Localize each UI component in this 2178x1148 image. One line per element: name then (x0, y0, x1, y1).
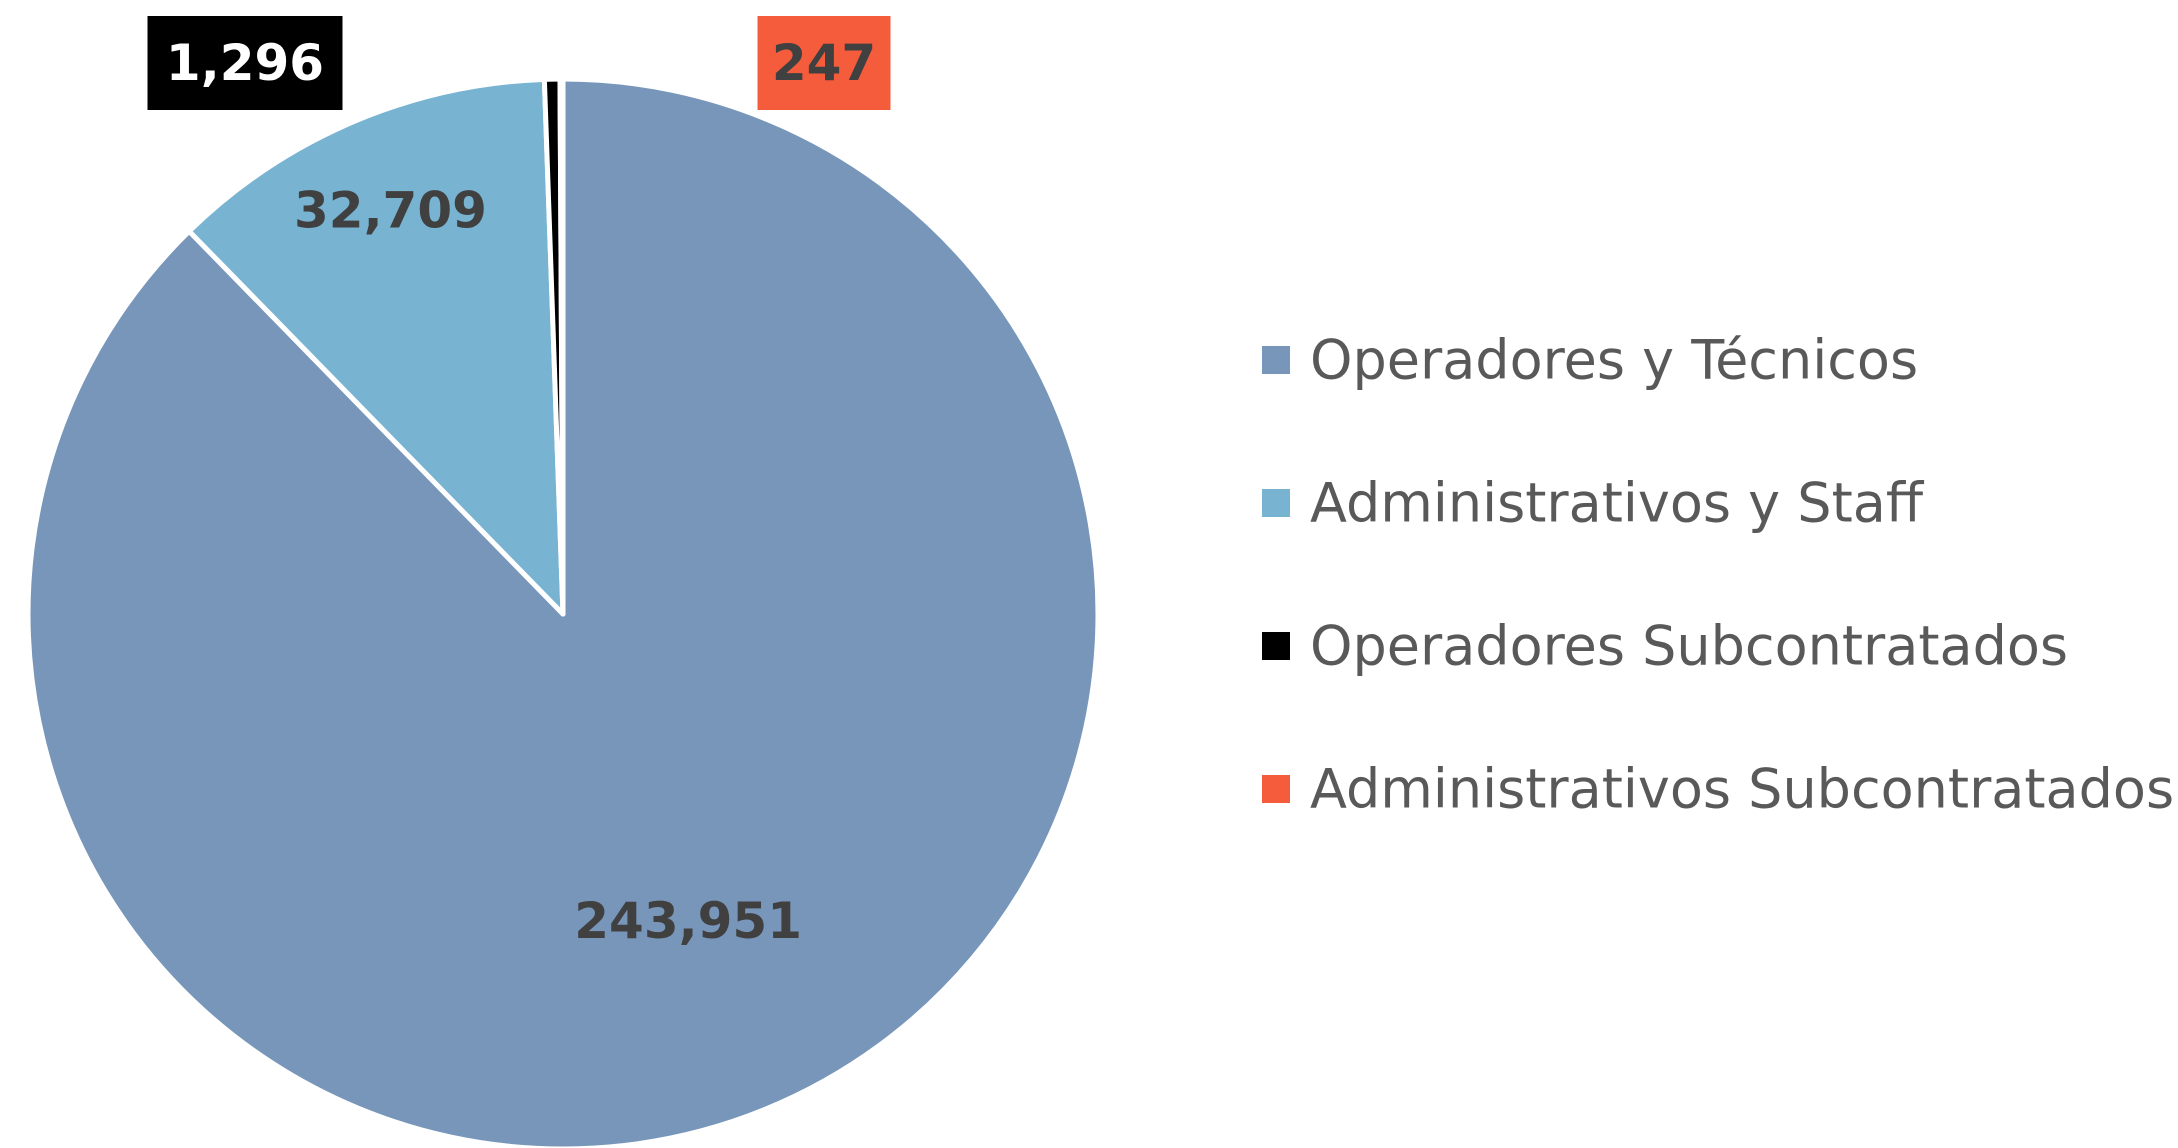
data-label: 243,951 (574, 892, 802, 950)
legend-swatch (1262, 346, 1290, 374)
data-label: 32,709 (294, 182, 487, 240)
legend-label: Operadores y Técnicos (1310, 329, 1918, 392)
pie-slice (25, 76, 1101, 1148)
data-label: 1,296 (166, 34, 324, 92)
data-label: 247 (772, 34, 876, 92)
pie-slice (186, 76, 566, 617)
legend-label: Operadores Subcontratados (1310, 615, 2068, 678)
legend-swatch (1262, 775, 1290, 803)
legend-swatch (1262, 489, 1290, 517)
legend-label: Administrativos y Staff (1310, 472, 1925, 535)
pie-slice (557, 76, 566, 617)
legend-swatch (1262, 632, 1290, 660)
legend-label: Administrativos Subcontratados (1310, 758, 2174, 821)
data-label-box (757, 16, 891, 110)
data-label-box (147, 16, 343, 110)
